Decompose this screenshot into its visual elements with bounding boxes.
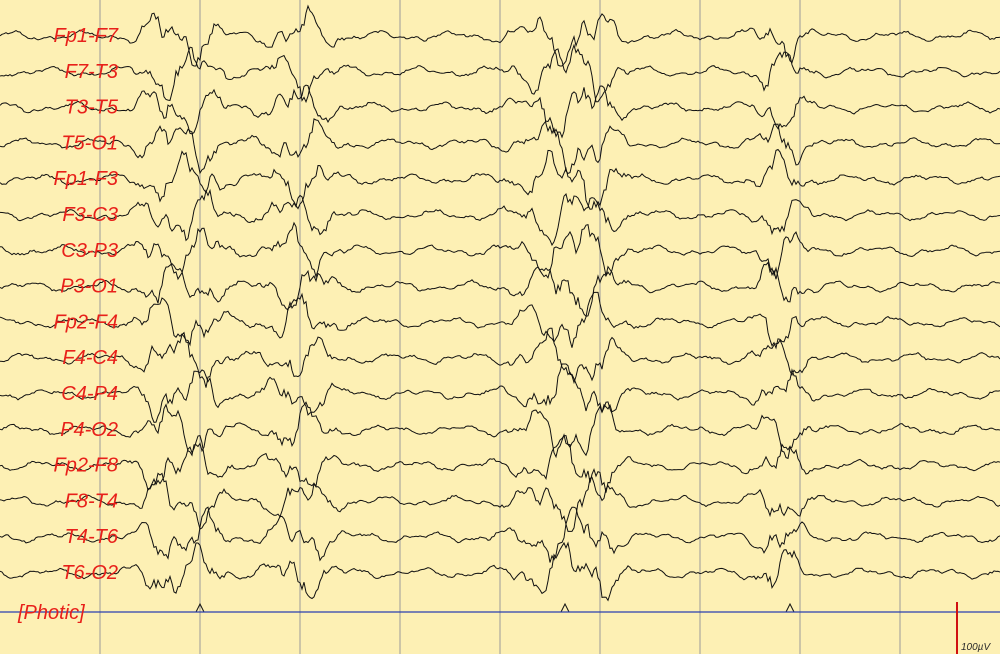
channel-label: Fp1-F7 [54,25,119,47]
photic-marker [195,602,205,613]
channel-label: F4-C4 [62,347,118,369]
channel-label: T4-T6 [65,526,119,548]
channel-label: F3-C3 [62,204,118,226]
channel-label: F8-T4 [65,490,118,512]
channel-trace-fp1-f7 [0,4,1000,67]
channel-trace-c3-p3 [0,221,1000,281]
channel-trace-t3-t5 [0,84,1000,139]
channel-trace-fp1-f3 [0,148,1000,210]
channel-trace-f3-c3 [0,188,1000,247]
channel-label: T3-T5 [65,97,119,119]
time-gridlines [99,0,901,654]
channel-label: T6-O2 [61,562,118,584]
channel-label: Fp1-F3 [54,168,118,190]
channel-label: C3-P3 [61,240,118,262]
channel-trace-c4-p4 [0,363,1000,423]
channel-traces [0,4,1000,613]
channel-trace-fp2-f4 [0,291,1000,350]
channel-trace-p3-o1 [0,261,1000,317]
photic-marker [785,602,795,613]
channel-trace-f4-c4 [0,327,1000,388]
channel-trace-t4-t6 [0,506,1000,563]
channel-trace-t6-o2 [0,541,1000,602]
channel-labels: Fp1-F7 F7-T3 T3-T5 T5-O1 Fp1-F3 F3-C3 C3-P3 P3-… [54,25,119,584]
channel-label: P3-O1 [60,276,118,298]
photic-marker [560,602,570,613]
channel-label: C4-P4 [61,383,118,405]
channel-trace-t5-o1 [0,116,1000,175]
channel-trace-fp2-f8 [0,435,1000,493]
channel-trace-p4-o2 [0,401,1000,460]
channel-label: T5-O1 [61,132,118,154]
channel-label: F7-T3 [65,61,118,83]
calibration-label: 100µV [961,642,991,653]
photic-label: [Photic] [17,602,85,624]
channel-label: Fp2-F8 [54,455,118,477]
channel-trace-f8-t4 [0,472,1000,532]
channel-label: P4-O2 [60,419,118,441]
channel-trace-f7-t3 [0,43,1000,104]
channel-label: Fp2-F4 [54,311,118,333]
